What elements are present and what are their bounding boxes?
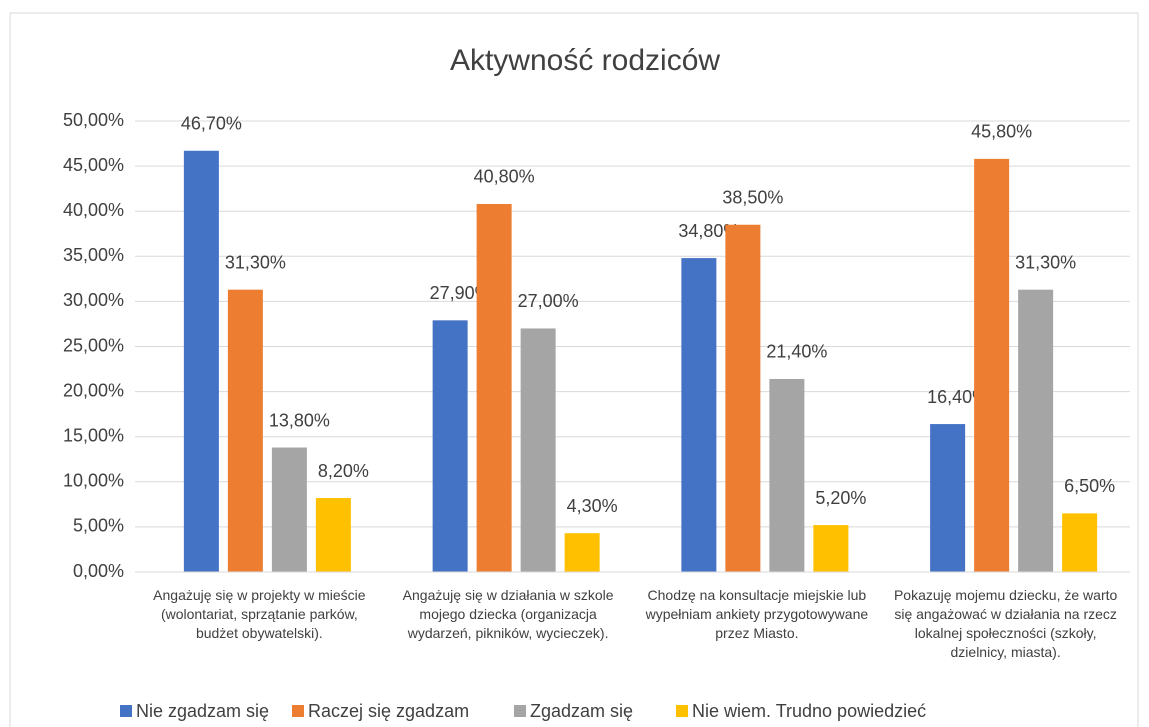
data-label: 40,80% [474,167,535,187]
x-tick-label: Angażuję się w projekty w mieście (wolon… [153,587,366,641]
bar [930,424,966,572]
bar [1062,513,1098,572]
legend-label: Raczej się zgadzam [308,701,469,721]
data-label: 34,80% [678,221,739,241]
y-tick-label: 15,00% [63,425,124,445]
legend-swatch [676,705,688,717]
y-tick-label: 5,00% [73,516,124,536]
y-tick-label: 10,00% [63,471,124,491]
data-label: 4,30% [567,496,618,516]
bar [725,224,761,573]
data-label: 27,00% [518,291,579,311]
data-label: 16,40% [927,387,988,407]
legend-swatch [292,705,304,717]
data-label: 21,40% [766,342,827,362]
x-tick-label: Pokazuję mojemu dziecku, że warto się an… [893,587,1118,660]
data-label: 38,50% [722,187,783,207]
data-label: 31,30% [1015,252,1076,272]
legend-swatch [514,705,526,717]
bar [564,533,600,572]
bar [1018,289,1054,572]
y-tick-label: 40,00% [63,200,124,220]
y-tick-label: 0,00% [73,561,124,581]
bar [476,203,512,572]
data-label: 46,70% [181,114,242,134]
x-tick-label: Chodzę na konsultacje miejskie lub wypeł… [645,587,869,641]
legend-label: Zgadzam się [530,701,633,721]
y-tick-label: 25,00% [63,335,124,355]
data-label: 27,90% [430,283,491,303]
chart-title: Aktywność rodziców [450,44,720,77]
y-tick-label: 50,00% [63,110,124,130]
bar [813,525,849,572]
legend-label: Nie zgadzam się [136,701,269,721]
bar [227,289,263,572]
legend-label: Nie wiem. Trudno powiedzieć [692,701,926,721]
data-label: 13,80% [269,410,330,430]
bar [681,258,717,572]
bar [520,328,556,572]
data-label: 5,20% [815,488,866,508]
y-tick-label: 30,00% [63,290,124,310]
x-tick-label: Angażuję się w działania w szkole mojego… [402,587,614,641]
legend-swatch [120,705,132,717]
bar [183,150,219,573]
bar [769,378,805,572]
data-label: 8,20% [318,461,369,481]
bar [315,498,351,572]
bar [432,320,468,572]
y-tick-label: 35,00% [63,245,124,265]
data-label: 31,30% [225,252,286,272]
y-tick-label: 45,00% [63,155,124,175]
data-label: 45,80% [971,122,1032,142]
data-label: 6,50% [1064,476,1115,496]
y-tick-label: 20,00% [63,380,124,400]
bar [271,447,307,572]
bar [974,158,1010,572]
